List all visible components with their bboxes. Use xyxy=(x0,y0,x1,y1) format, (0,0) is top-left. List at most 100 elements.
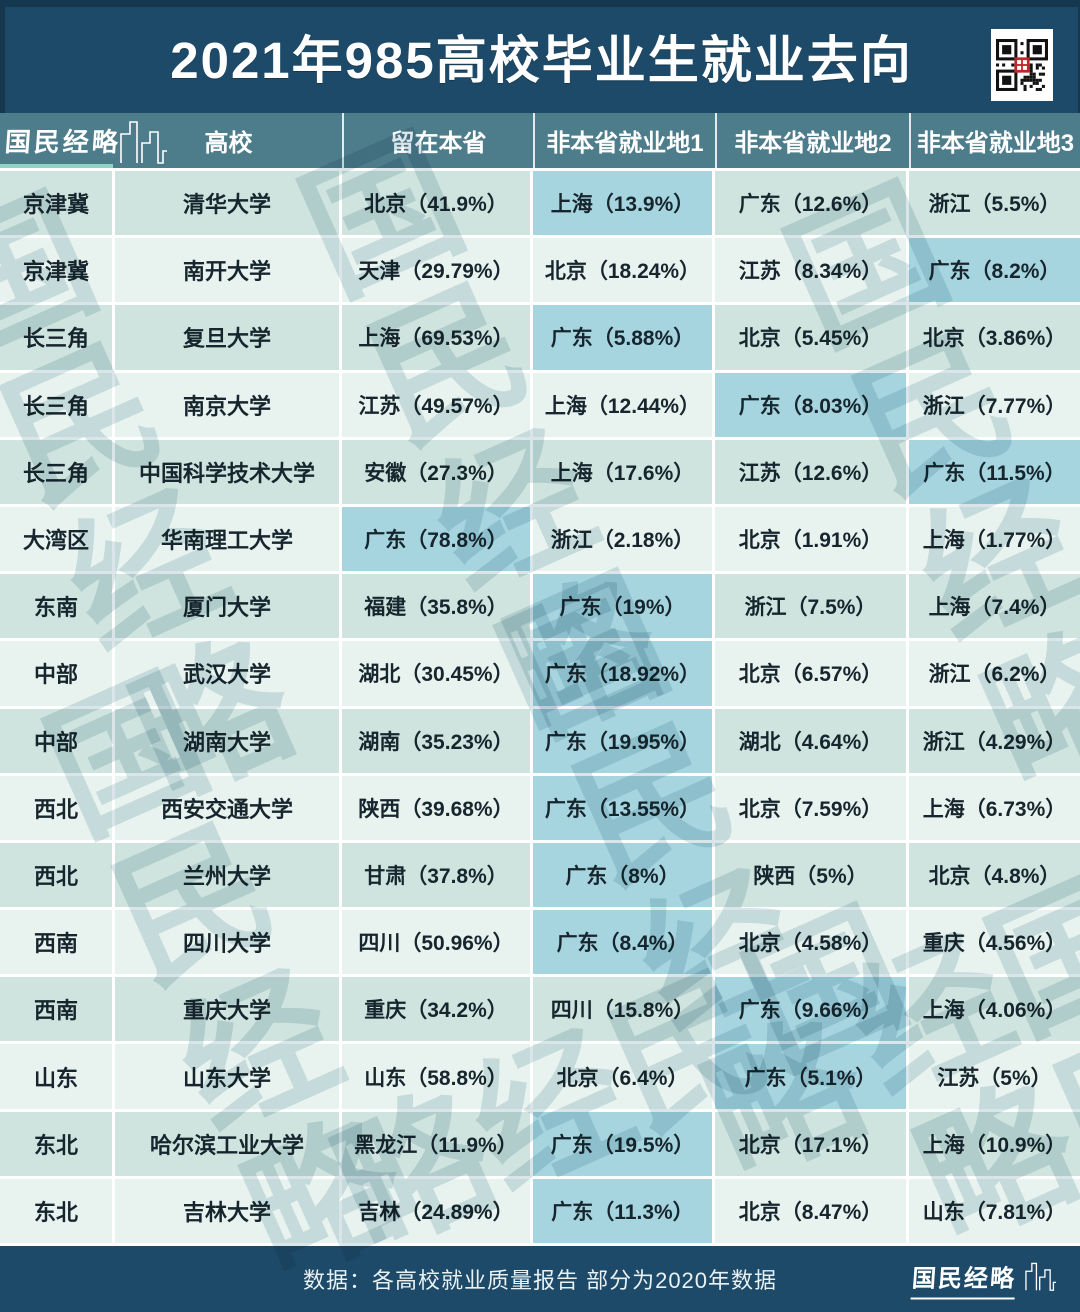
footer-brand-text: 国民经略 xyxy=(910,1258,1018,1300)
value-cell: 上海（4.06%） xyxy=(909,977,1080,1042)
value-cell: 上海（6.73%） xyxy=(909,775,1080,840)
col-header-school: 高校 xyxy=(204,130,253,157)
school-cell: 复旦大学 xyxy=(115,305,339,370)
value-cell: 广东（19.5%） xyxy=(533,1111,712,1176)
value-cell: 上海（10.9%） xyxy=(909,1111,1080,1176)
value-cell: 上海（12.44%） xyxy=(533,372,712,437)
value-cell: 上海（7.4%） xyxy=(909,574,1080,639)
region-cell: 西南 xyxy=(0,977,112,1042)
footer: 数据：各高校就业质量报告 部分为2020年数据 国民经略 xyxy=(0,1246,1080,1312)
value-cell: 北京（7.59%） xyxy=(715,775,906,840)
value-cell: 吉林（24.89%） xyxy=(342,1178,530,1243)
value-cell: 湖北（4.64%） xyxy=(715,708,906,773)
table-header-row: 国民经略 高校 留在本省 非本省就业地1 非本省就业地2 非本省就业地3 xyxy=(0,113,1080,168)
value-cell: 广东（8.03%） xyxy=(715,372,906,437)
page-title: 2021年985高校毕业生就业去向 xyxy=(170,31,913,89)
footer-brand: 国民经略 xyxy=(910,1258,1058,1300)
value-cell: 广东（8.2%） xyxy=(909,238,1080,303)
brand-underline xyxy=(0,164,113,168)
value-cell: 上海（69.53%） xyxy=(342,305,530,370)
region-cell: 山东 xyxy=(0,1044,112,1109)
school-cell: 山东大学 xyxy=(115,1044,339,1109)
region-cell: 中部 xyxy=(0,641,112,706)
region-cell: 西北 xyxy=(0,842,112,908)
value-cell: 四川（50.96%） xyxy=(342,910,530,975)
value-cell: 陕西（5%） xyxy=(715,842,906,908)
value-cell: 北京（1.91%） xyxy=(715,506,906,572)
value-cell: 北京（4.58%） xyxy=(715,910,906,975)
value-cell: 北京（5.45%） xyxy=(715,305,906,370)
region-cell: 京津冀 xyxy=(0,171,112,236)
value-cell: 浙江（4.29%） xyxy=(909,708,1080,773)
table-body: 京津冀 清华大学 北京（41.9%） 上海（13.9%） 广东（12.6%） 浙江（5.5… xyxy=(0,168,1080,1246)
banner: 2021年985高校毕业生就业去向 xyxy=(0,0,1080,113)
region-cell: 大湾区 xyxy=(0,506,112,572)
value-cell: 北京（18.24%） xyxy=(533,238,712,303)
value-cell: 福建（35.8%） xyxy=(342,574,530,639)
value-cell: 北京（4.8%） xyxy=(909,842,1080,908)
school-cell: 兰州大学 xyxy=(115,842,339,908)
qr-code-icon xyxy=(996,39,1048,91)
value-cell: 北京（17.1%） xyxy=(715,1111,906,1176)
value-cell: 浙江（2.18%） xyxy=(533,506,712,572)
value-cell: 重庆（34.2%） xyxy=(342,977,530,1042)
value-cell: 北京（8.47%） xyxy=(715,1178,906,1243)
region-cell: 东南 xyxy=(0,574,112,639)
value-cell: 广东（11.3%） xyxy=(533,1178,712,1243)
region-cell: 中部 xyxy=(0,708,112,773)
value-cell: 浙江（7.5%） xyxy=(715,574,906,639)
value-cell: 上海（1.77%） xyxy=(909,506,1080,572)
value-cell: 北京（3.86%） xyxy=(909,305,1080,370)
value-cell: 江苏（12.6%） xyxy=(715,439,906,504)
value-cell: 广东（19.95%） xyxy=(533,708,712,773)
region-cell: 西南 xyxy=(0,910,112,975)
region-cell: 长三角 xyxy=(0,439,112,504)
school-cell: 西安交通大学 xyxy=(115,775,339,840)
value-cell: 广东（5.1%） xyxy=(715,1044,906,1109)
school-cell: 武汉大学 xyxy=(115,641,339,706)
value-cell: 陕西（39.68%） xyxy=(342,775,530,840)
value-cell: 上海（17.6%） xyxy=(533,439,712,504)
school-cell: 南京大学 xyxy=(115,372,339,437)
school-cell: 清华大学 xyxy=(115,171,339,236)
col-header-stay: 留在本省 xyxy=(342,113,533,168)
school-cell: 湖南大学 xyxy=(115,708,339,773)
value-cell: 湖北（30.45%） xyxy=(342,641,530,706)
value-cell: 黑龙江（11.9%） xyxy=(342,1111,530,1176)
value-cell: 上海（13.9%） xyxy=(533,171,712,236)
value-cell: 广东（8%） xyxy=(533,842,712,908)
value-cell: 广东（5.88%） xyxy=(533,305,712,370)
value-cell: 广东（78.8%） xyxy=(342,506,530,572)
value-cell: 浙江（7.77%） xyxy=(909,372,1080,437)
region-cell: 东北 xyxy=(0,1111,112,1176)
brand-logo: 国民经略 xyxy=(0,113,167,168)
col-header-dest3: 非本省就业地3 xyxy=(909,113,1080,168)
value-cell: 广东（8.4%） xyxy=(533,910,712,975)
data-source-note: 数据：各高校就业质量报告 部分为2020年数据 xyxy=(302,1268,778,1293)
value-cell: 山东（58.8%） xyxy=(342,1044,530,1109)
region-cell: 西北 xyxy=(0,775,112,840)
value-cell: 江苏（5%） xyxy=(909,1044,1080,1109)
value-cell: 广东（12.6%） xyxy=(715,171,906,236)
value-cell: 浙江（6.2%） xyxy=(909,641,1080,706)
qr-code xyxy=(991,29,1053,101)
school-cell: 华南理工大学 xyxy=(115,506,339,572)
region-cell: 东北 xyxy=(0,1178,112,1243)
value-cell: 北京（41.9%） xyxy=(342,171,530,236)
value-cell: 广东（11.5%） xyxy=(909,439,1080,504)
buildings-icon xyxy=(118,119,170,172)
value-cell: 重庆（4.56%） xyxy=(909,910,1080,975)
region-cell: 长三角 xyxy=(0,372,112,437)
school-cell: 吉林大学 xyxy=(115,1178,339,1243)
value-cell: 北京（6.4%） xyxy=(533,1044,712,1109)
value-cell: 山东（7.81%） xyxy=(909,1178,1080,1243)
value-cell: 广东（13.55%） xyxy=(533,775,712,840)
value-cell: 甘肃（37.8%） xyxy=(342,842,530,908)
value-cell: 广东（18.92%） xyxy=(533,641,712,706)
col-header-dest2: 非本省就业地2 xyxy=(715,113,909,168)
value-cell: 湖南（35.23%） xyxy=(342,708,530,773)
buildings-icon xyxy=(1024,1259,1058,1300)
region-cell: 长三角 xyxy=(0,305,112,370)
value-cell: 天津（29.79%） xyxy=(342,238,530,303)
